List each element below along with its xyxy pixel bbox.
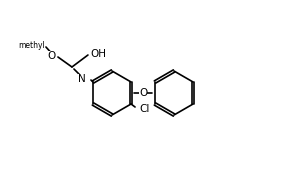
Text: O: O	[139, 88, 147, 98]
Text: OH: OH	[90, 49, 106, 59]
Text: O: O	[48, 51, 56, 61]
Text: N: N	[78, 74, 86, 84]
Text: Cl: Cl	[139, 104, 149, 114]
Text: methyl: methyl	[18, 42, 45, 51]
